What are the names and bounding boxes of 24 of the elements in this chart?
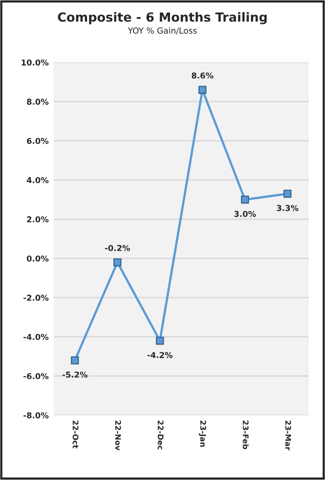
y-tick-label: -4.0% <box>24 334 49 340</box>
point <box>156 336 164 345</box>
data-label: -5.2% <box>62 372 88 378</box>
data-label: -4.2% <box>148 352 173 358</box>
chart-subtitle: YOY % Gain/Loss <box>128 27 197 34</box>
y-tick-label: 8.0% <box>26 98 49 105</box>
point <box>70 356 79 364</box>
point <box>113 258 122 266</box>
y-tick-label: -8.0% <box>24 412 49 418</box>
y-tick-label: 4.0% <box>26 177 49 184</box>
y-tick-label: 0.0% <box>26 255 49 262</box>
data-label: 3.3% <box>276 204 298 212</box>
y-tick-label: 6.0% <box>26 138 49 144</box>
data-label: -0.2% <box>105 244 130 252</box>
data-label: 8.6% <box>192 72 214 79</box>
chart-title: Composite - 6 Months Trailing <box>58 12 267 24</box>
point <box>198 86 206 94</box>
y-tick-label: 2.0% <box>27 216 49 222</box>
y-tick-label: -6.0% <box>24 373 49 380</box>
point <box>240 196 249 204</box>
y-tick-label: -2.0% <box>24 294 49 301</box>
point <box>283 190 292 198</box>
y-tick-label: 10.0% <box>22 59 49 66</box>
data-label: 3.0% <box>234 210 256 217</box>
